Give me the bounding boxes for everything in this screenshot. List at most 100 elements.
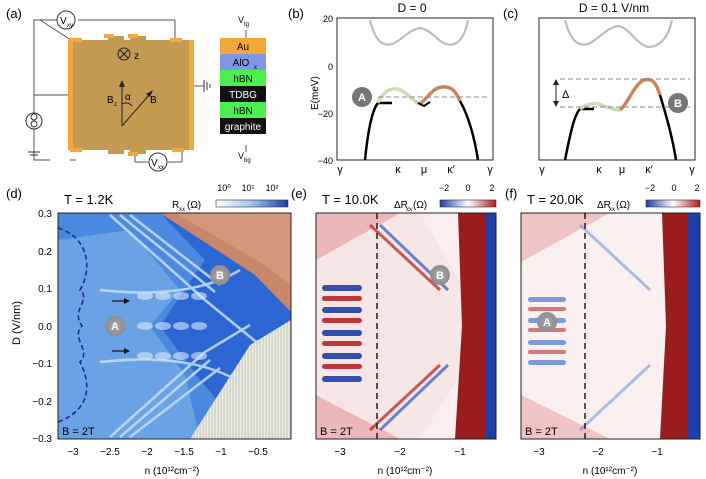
layer-stack: V tg V bg Au AlO x hBN TDBG hBN graphite xyxy=(220,15,266,164)
field-e: B = 2T xyxy=(320,426,353,438)
stack-graphite: graphite xyxy=(225,122,262,133)
stack-alo: AlO xyxy=(233,58,250,69)
ytick-b-1: 0 xyxy=(328,62,333,72)
svg-text:tg: tg xyxy=(244,22,249,28)
panel-e: (e) T = 10.0K ΔR xx (Ω) −2 0 2 xyxy=(291,183,497,477)
svg-text:(Ω): (Ω) xyxy=(413,200,427,211)
lower-band-right-c xyxy=(658,94,678,161)
xtick-d-3: −1.5 xyxy=(174,447,194,458)
svg-text:B: B xyxy=(216,270,224,282)
panel-f: (f) T = 20.0K ΔR xx (Ω) −2 0 2 xyxy=(505,183,701,477)
ytick-d-3: 0.0 xyxy=(38,322,52,333)
vxy-label: V xyxy=(60,16,67,27)
cbar-tick-e-1: 0 xyxy=(465,183,470,193)
xticks-f: −3 −2 −1 xyxy=(533,447,663,458)
xtick-c-4: γ xyxy=(689,164,695,176)
panel-label-e: (e) xyxy=(291,186,307,201)
xticks-b: γ κ μ κ′ γ xyxy=(337,164,493,176)
flat-band-right-c xyxy=(618,77,662,112)
gap-label-c: Δ xyxy=(562,89,570,101)
svg-text:xx: xx xyxy=(179,207,185,213)
alpha-label: α xyxy=(125,92,131,103)
cbar-tick-d-2: 10² xyxy=(265,183,278,193)
axes-d xyxy=(57,212,292,440)
upper-band-c xyxy=(563,19,674,49)
xtick-d-0: −3 xyxy=(67,447,79,458)
svg-text:B: B xyxy=(674,98,682,110)
xtick-d-2: −2 xyxy=(141,447,153,458)
phase-boundary-d xyxy=(58,227,88,423)
ytick-d-4: −0.1 xyxy=(32,359,52,370)
contacts xyxy=(68,34,194,156)
xtick-e-2: −1 xyxy=(454,447,466,458)
svg-text:z: z xyxy=(114,102,117,108)
xticks-d: −3 −2.5 −2 −1.5 −1 −0.5 xyxy=(67,447,268,458)
temperature-f: T = 20.0K xyxy=(527,192,584,207)
title-c: D = 0.1 V/nm xyxy=(579,1,649,15)
panel-d: (d) T = 1.2K R xx (Ω) 10⁰ 10¹ 10² xyxy=(6,183,292,477)
svg-text:xx: xx xyxy=(406,207,412,213)
ytick-b-3: −40 xyxy=(318,156,333,166)
bz-label: B xyxy=(107,95,114,106)
svg-text:x: x xyxy=(254,65,257,71)
ytick-d-2: 0.1 xyxy=(38,284,52,295)
stack-hbn-bottom: hBN xyxy=(233,106,252,117)
xticks-c: γ κ μ κ′ γ xyxy=(539,164,695,176)
ylabel-d: D (V/nm) xyxy=(11,301,23,345)
marker-a-d xyxy=(105,316,125,336)
stack-hbn-top: hBN xyxy=(233,74,252,85)
colorbar-e xyxy=(439,199,497,208)
vxx-label: V xyxy=(151,158,158,169)
xtick-d-1: −2.5 xyxy=(100,447,120,458)
cbar-tick-f-0: −2 xyxy=(645,183,655,193)
svg-text:B: B xyxy=(436,270,444,282)
flat-band-left-c xyxy=(578,101,621,112)
cbar-tick-f-2: 2 xyxy=(694,183,699,193)
svg-text:A: A xyxy=(111,321,119,333)
flat-band-left-b xyxy=(376,87,421,106)
device-body xyxy=(68,40,194,150)
cbar-tick-f-1: 0 xyxy=(671,183,676,193)
svg-text:(Ω): (Ω) xyxy=(187,200,201,211)
panel-label-d: (d) xyxy=(6,186,22,201)
cbar-tick-d-1: 10¹ xyxy=(241,183,254,193)
xticks-e: −3 −2 −1 xyxy=(334,447,466,458)
xtick-e-0: −3 xyxy=(334,447,346,458)
panel-label-a: (a) xyxy=(6,6,22,21)
z-label: z xyxy=(134,51,139,62)
temperature-e: T = 10.0K xyxy=(322,192,379,207)
heatmap-d xyxy=(58,213,291,439)
ytick-d-6: −0.3 xyxy=(32,434,52,445)
xtick-b-2: μ xyxy=(421,164,427,176)
current-source xyxy=(25,112,43,156)
marker-b-e xyxy=(430,265,450,285)
xtick-b-0: γ xyxy=(337,164,343,176)
voltmeter-vxy: V xy xyxy=(56,10,76,30)
yticks-d: 0.3 0.2 0.1 0.0 −0.1 −0.2 −0.3 xyxy=(32,209,52,445)
marker-b-c xyxy=(668,93,688,113)
svg-text:A: A xyxy=(358,92,366,104)
xtick-c-1: κ xyxy=(596,164,602,176)
panel-label-b: (b) xyxy=(288,6,304,21)
xtick-c-2: μ xyxy=(619,164,625,176)
marker-b-d xyxy=(210,265,230,285)
ytick-d-1: 0.2 xyxy=(38,247,52,258)
field-f: B = 2T xyxy=(525,426,558,438)
colorbar-d xyxy=(215,199,289,208)
axes-e xyxy=(315,212,497,440)
panel-label-f: (f) xyxy=(505,186,517,201)
b-label: B xyxy=(150,95,157,106)
svg-text:A: A xyxy=(543,317,551,329)
panel-c: (c) D = 0.1 V/nm γ κ μ κ′ γ Δ B xyxy=(503,1,696,176)
svg-text:xx: xx xyxy=(609,207,615,213)
svg-text:bg: bg xyxy=(244,158,251,164)
ytick-d-0: 0.3 xyxy=(38,209,52,220)
cbar-tick-e-2: 2 xyxy=(489,183,494,193)
heatmap-e xyxy=(316,213,496,439)
axes-c xyxy=(538,17,696,161)
mu-point-b xyxy=(417,101,431,108)
heatmap-f xyxy=(521,213,700,439)
vtg-top-label: V xyxy=(238,15,244,25)
svg-text:xy: xy xyxy=(67,23,73,29)
panel-a: (a) V xy xyxy=(6,6,266,172)
